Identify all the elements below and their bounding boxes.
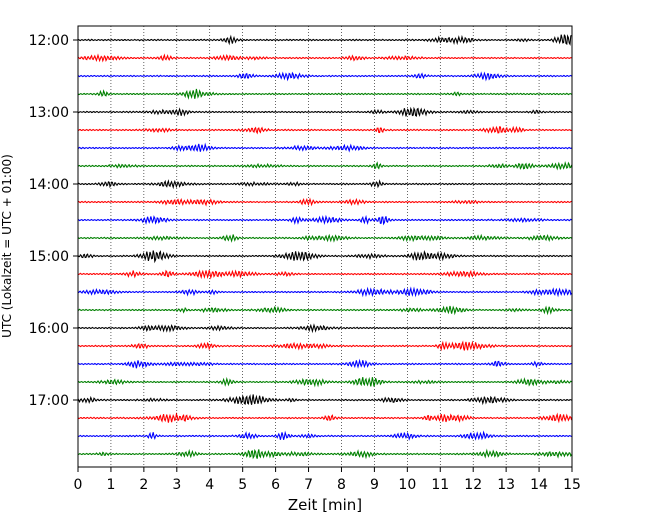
trace-1500: [77, 249, 572, 264]
x-tick-label-5: 5: [238, 477, 247, 493]
trace-1215: [77, 53, 572, 63]
y-tick-label-3: 15:00: [29, 249, 69, 265]
y-tick-label-4: 16:00: [29, 321, 69, 337]
seismogram-traces: [77, 34, 573, 460]
trace-1730: [77, 430, 572, 441]
trace-1715: [77, 412, 573, 424]
trace-1645: [77, 376, 572, 388]
x-tick-label-9: 9: [370, 477, 379, 493]
x-tick-label-8: 8: [337, 477, 346, 493]
trace-1515: [77, 269, 572, 280]
y-axis-ticks: 12:00 13:00 14:00 15:00 16:00 17:00: [29, 33, 78, 409]
x-tick-label-4: 4: [205, 477, 214, 493]
trace-1745: [77, 448, 573, 460]
trace-1230: [77, 71, 572, 82]
trace-1530: [77, 286, 573, 298]
y-tick-label-2: 14:00: [29, 177, 69, 193]
x-tick-label-7: 7: [304, 477, 313, 493]
trace-1245: [77, 88, 572, 100]
x-tick-label-12: 12: [464, 477, 482, 493]
trace-1330: [77, 142, 572, 153]
x-tick-label-13: 13: [497, 477, 515, 493]
trace-1345: [77, 161, 573, 171]
x-tick-label-10: 10: [398, 477, 416, 493]
trace-1415: [77, 197, 572, 207]
trace-1615: [77, 340, 572, 352]
trace-1315: [77, 125, 572, 135]
x-tick-label-3: 3: [172, 477, 181, 493]
trace-1545: [77, 305, 572, 316]
x-axis-ticks: 0 1 2 3 4 5 6 7 8 9 10 11 12 13 14 15: [74, 467, 581, 493]
x-tick-label-14: 14: [530, 477, 548, 493]
y-tick-label-5: 17:00: [29, 393, 69, 409]
trace-1600: [77, 323, 572, 334]
x-tick-label-0: 0: [74, 477, 83, 493]
y-tick-label-0: 12:00: [29, 33, 69, 49]
y-axis-title: UTC (Lokalzeit = UTC + 01:00): [0, 154, 14, 338]
plot-area-background: [78, 26, 572, 467]
x-tick-label-6: 6: [271, 477, 280, 493]
x-tick-label-15: 15: [563, 477, 581, 493]
x-tick-label-1: 1: [106, 477, 115, 493]
trace-1400: [77, 179, 572, 190]
trace-1700: [77, 394, 572, 406]
trace-1200: [77, 34, 572, 46]
y-tick-label-1: 13:00: [29, 105, 69, 121]
x-tick-label-11: 11: [431, 477, 449, 493]
plot-frame: [77, 25, 573, 468]
x-tick-label-2: 2: [139, 477, 148, 493]
trace-1445: [77, 233, 572, 243]
trace-1630: [77, 358, 572, 369]
trace-1430: [77, 214, 572, 226]
trace-1300: [77, 106, 572, 117]
x-axis-title: Zeit [min]: [288, 496, 362, 514]
